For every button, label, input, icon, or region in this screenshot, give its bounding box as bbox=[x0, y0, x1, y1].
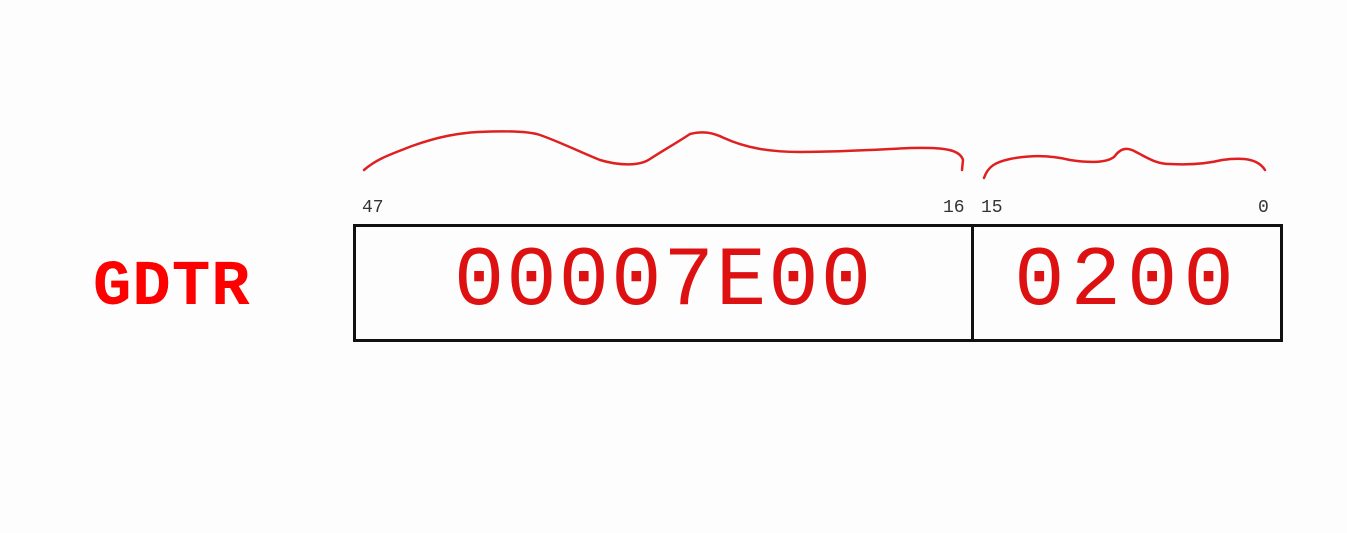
register-name: GDTR bbox=[93, 252, 251, 324]
bit-label-15: 15 bbox=[981, 197, 1003, 219]
limit-field-brace bbox=[984, 149, 1265, 178]
base-field-brace bbox=[364, 131, 963, 170]
bit-label-0: 0 bbox=[1258, 197, 1269, 219]
gdtr-register-box: 00007E00 0200 bbox=[353, 224, 1283, 342]
bit-label-47: 47 bbox=[362, 197, 384, 219]
bit-label-16: 16 bbox=[943, 197, 965, 219]
base-address-field: 00007E00 bbox=[356, 227, 974, 339]
limit-field: 0200 bbox=[974, 227, 1280, 339]
